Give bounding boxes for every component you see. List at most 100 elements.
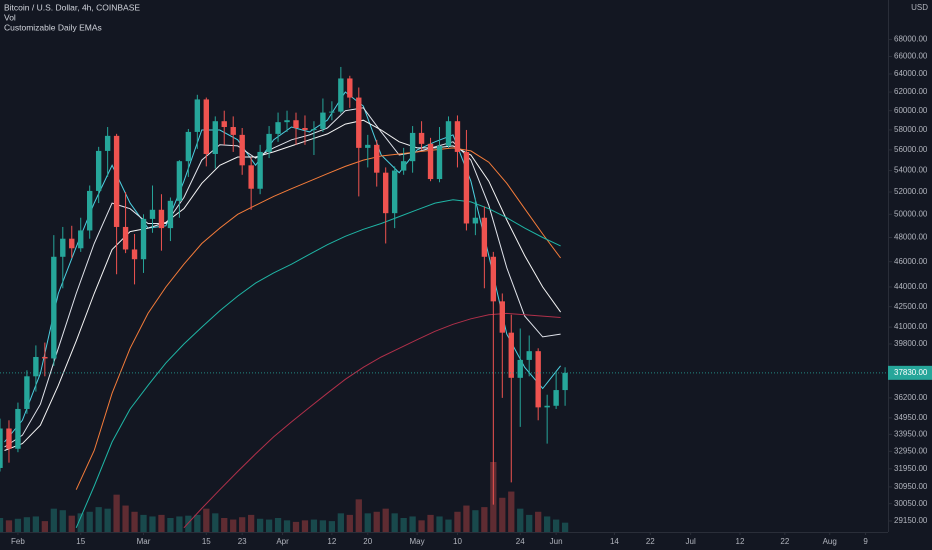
candle-body [302,127,308,130]
x-tick-label: 14 [610,537,619,546]
volume-bar [158,514,165,532]
x-tick-label: 12 [327,537,336,546]
volume-bar [400,518,407,532]
ema-line [183,312,561,529]
candle-body [221,121,227,128]
volume-layer [0,462,569,532]
ema-line [75,147,562,490]
candle-body [409,132,416,162]
x-tick-label: 23 [238,537,247,546]
volume-bar [409,516,416,532]
y-tick-label: 29150.00 [894,516,928,525]
candle-body [24,376,30,409]
candle-body [347,78,353,98]
volume-bar [283,520,291,532]
y-tick-label: 32950.00 [894,446,928,455]
candle-body [365,144,371,148]
volume-bar [544,516,551,532]
volume-bar [203,508,210,532]
y-tick-label: 64000.00 [894,69,928,78]
x-tick-label: Aug [823,537,837,546]
x-tick-label: Jul [686,537,696,546]
candle-body [481,217,488,257]
x-tick-label: 10 [453,537,462,546]
volume-bar [212,513,219,532]
y-tick-label: 46000.00 [894,257,928,266]
candle-body [167,200,174,229]
volume-bar [382,508,389,532]
volume-bar [14,518,22,532]
volume-bar [113,494,120,532]
candle-body [266,133,272,152]
volume-bar [5,520,13,532]
candle-body [113,135,120,227]
x-tick-label: 22 [646,537,655,546]
volume-bar [427,514,434,532]
candle-body [122,226,129,250]
volume-bar [463,505,470,532]
volume-bar [77,513,84,532]
x-tick-label: 12 [736,537,745,546]
candle-body [535,351,541,408]
y-tick-label: 33950.00 [894,429,928,438]
candle-body [463,151,470,224]
candle-body [383,172,389,214]
candle-body [203,99,209,154]
y-tick-label: 41000.00 [894,322,928,331]
candle-body [499,301,505,333]
ema-line [75,199,561,528]
currency-label: USD [911,3,928,12]
y-tick-label: 50000.00 [894,209,928,218]
volume-bar [391,513,398,532]
volume-bar [248,514,255,532]
volume-bar [301,520,309,532]
x-tick-label: Apr [276,537,289,546]
candle-body [418,132,425,144]
candle-body [239,134,245,166]
last-price-label: 37830.00 [894,368,928,377]
candle-body [544,405,550,408]
volume-bar [373,511,380,532]
volume-bar [310,519,318,532]
volume-bar [68,515,75,532]
volume-bar [346,514,353,532]
volume-bar [104,508,111,532]
candle-body [400,161,407,171]
indicator-label: Customizable Daily EMAs [4,22,102,32]
volume-bar [86,511,93,532]
candle-body [140,218,147,260]
volume-bar [32,516,40,532]
y-tick-label: 66000.00 [894,52,928,61]
volume-bar [230,519,237,532]
volume-bar [319,520,327,532]
volume-bar [472,510,479,532]
candle-body [248,165,254,189]
volume-bar [41,521,48,532]
volume-bar [552,519,560,532]
volume-bar [23,517,31,532]
y-tick-label: 58000.00 [894,125,928,134]
volume-bar [499,497,506,532]
x-tick-label: May [410,537,425,546]
candle-body [320,112,326,129]
y-tick-label: 31950.00 [894,464,928,473]
candle-body [284,120,290,123]
candle-body [0,428,3,468]
y-tick-label: 44000.00 [894,282,928,291]
candle-body [427,143,434,180]
axes-layer: 68000.00 66000.00 64000.00 62000.00 60000.00… [0,35,932,546]
indicator-label: Vol [4,12,16,22]
x-tick-label: 20 [363,537,372,546]
y-tick-label: 39800.00 [894,339,928,348]
candle-body [131,249,138,260]
volume-bar [176,516,183,532]
candle-body [526,351,532,360]
volume-bar [355,499,362,532]
candle-body [176,161,183,201]
candle-layer [0,66,568,505]
volume-bar [337,513,344,532]
y-tick-label: 42500.00 [894,302,928,311]
volume-bar [50,508,57,532]
